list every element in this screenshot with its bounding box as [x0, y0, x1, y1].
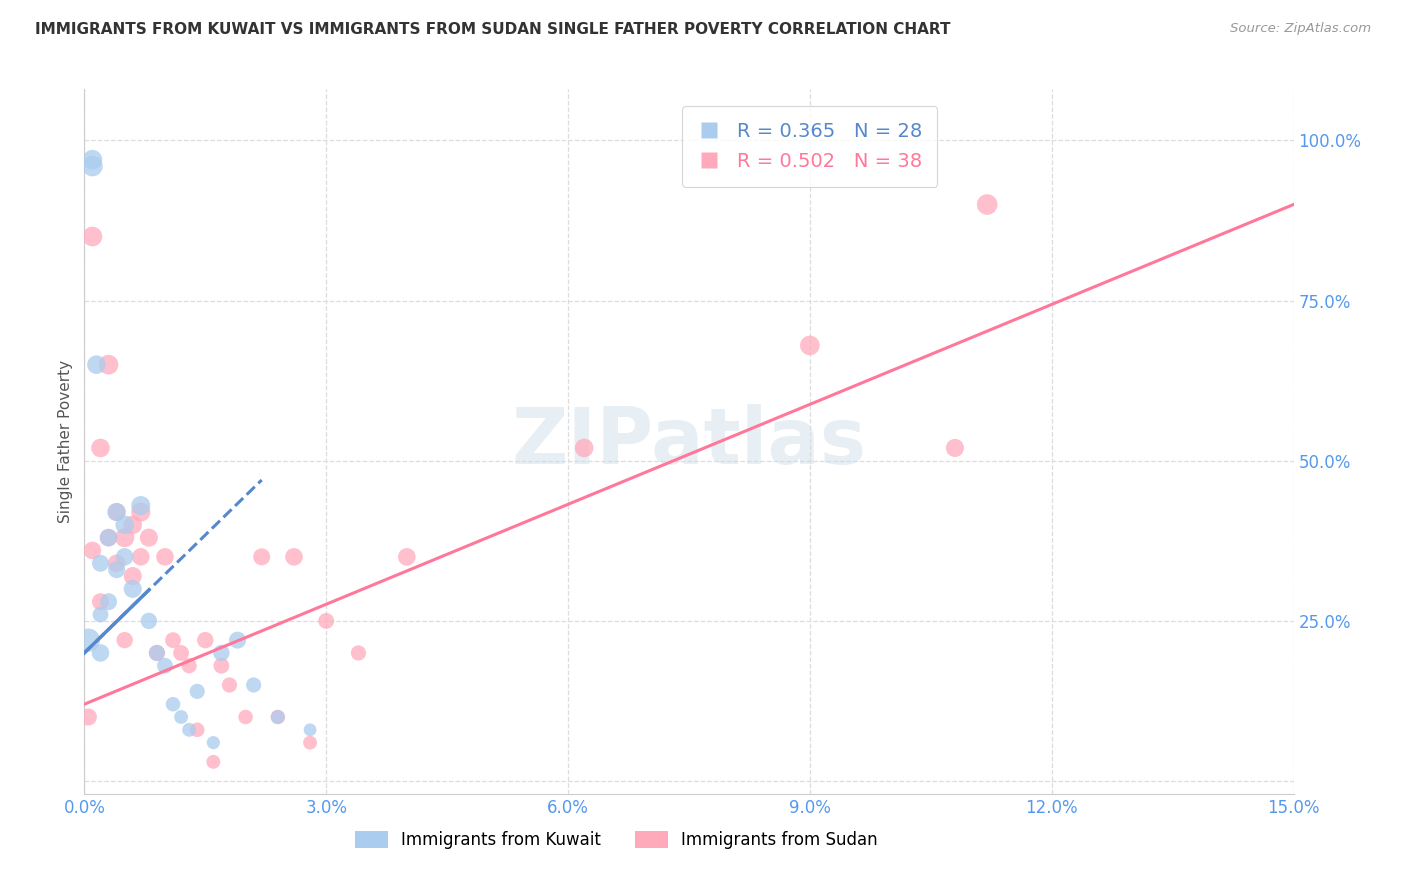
Point — [89, 556, 111, 570]
Point — [97, 531, 120, 545]
Point — [138, 531, 160, 545]
Point — [186, 723, 208, 737]
Point — [97, 358, 120, 372]
Point — [267, 710, 290, 724]
Point — [209, 646, 232, 660]
Point — [315, 614, 337, 628]
Point — [162, 633, 184, 648]
Point — [226, 633, 249, 648]
Point — [299, 736, 322, 750]
Point — [242, 678, 264, 692]
Point — [89, 646, 111, 660]
Point — [89, 607, 111, 622]
Point — [202, 736, 225, 750]
Point — [170, 710, 193, 724]
Point — [267, 710, 290, 724]
Point — [105, 505, 128, 519]
Point — [82, 543, 104, 558]
Point — [129, 549, 152, 564]
Point — [179, 658, 201, 673]
Point — [105, 505, 128, 519]
Point — [82, 153, 104, 167]
Point — [138, 614, 160, 628]
Point — [153, 658, 176, 673]
Point — [121, 517, 143, 532]
Point — [114, 633, 136, 648]
Point — [86, 358, 108, 372]
Point — [299, 723, 322, 737]
Point — [129, 499, 152, 513]
Point — [114, 517, 136, 532]
Text: Source: ZipAtlas.com: Source: ZipAtlas.com — [1230, 22, 1371, 36]
Point — [170, 646, 193, 660]
Point — [77, 710, 100, 724]
Point — [395, 549, 418, 564]
Point — [89, 595, 111, 609]
Point — [97, 595, 120, 609]
Point — [194, 633, 217, 648]
Text: ZIPatlas: ZIPatlas — [512, 403, 866, 480]
Point — [235, 710, 257, 724]
Point — [572, 441, 595, 455]
Point — [209, 658, 232, 673]
Point — [218, 678, 240, 692]
Point — [943, 441, 966, 455]
Point — [146, 646, 169, 660]
Point — [114, 549, 136, 564]
Point — [105, 556, 128, 570]
Point — [179, 723, 201, 737]
Point — [976, 197, 998, 211]
Text: IMMIGRANTS FROM KUWAIT VS IMMIGRANTS FROM SUDAN SINGLE FATHER POVERTY CORRELATIO: IMMIGRANTS FROM KUWAIT VS IMMIGRANTS FRO… — [35, 22, 950, 37]
Point — [153, 549, 176, 564]
Point — [82, 229, 104, 244]
Point — [97, 531, 120, 545]
Point — [82, 159, 104, 173]
Point — [105, 563, 128, 577]
Point — [89, 441, 111, 455]
Point — [347, 646, 370, 660]
Legend: Immigrants from Kuwait, Immigrants from Sudan: Immigrants from Kuwait, Immigrants from … — [349, 824, 884, 856]
Point — [129, 505, 152, 519]
Point — [186, 684, 208, 698]
Point — [114, 531, 136, 545]
Point — [250, 549, 273, 564]
Point — [146, 646, 169, 660]
Point — [77, 633, 100, 648]
Point — [799, 338, 821, 352]
Point — [121, 582, 143, 596]
Y-axis label: Single Father Poverty: Single Father Poverty — [58, 360, 73, 523]
Point — [121, 569, 143, 583]
Point — [283, 549, 305, 564]
Point — [202, 755, 225, 769]
Point — [162, 697, 184, 711]
